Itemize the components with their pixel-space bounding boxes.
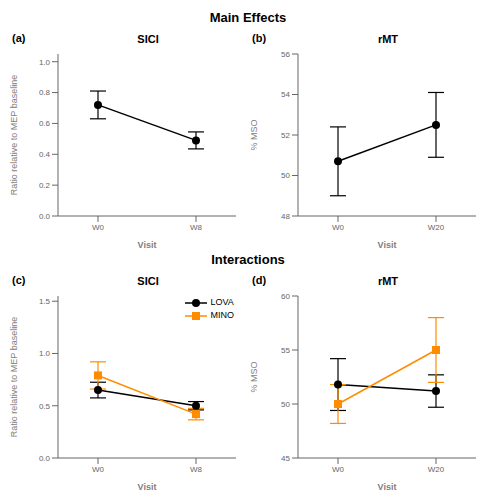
svg-text:0.8: 0.8 bbox=[39, 88, 51, 97]
svg-text:0.5: 0.5 bbox=[39, 402, 51, 411]
html-text:MINO: MINO bbox=[210, 310, 234, 320]
svg-text:W0: W0 bbox=[332, 465, 345, 474]
html-text:SICI: SICI bbox=[137, 275, 159, 287]
svg-text:1.0: 1.0 bbox=[39, 349, 51, 358]
html-text:(a): (a) bbox=[12, 32, 26, 44]
svg-text:Visit: Visit bbox=[378, 482, 397, 492]
svg-text:Visit: Visit bbox=[138, 482, 157, 492]
svg-text:% MSO: % MSO bbox=[249, 119, 259, 150]
svg-text:54: 54 bbox=[281, 90, 290, 99]
svg-text:52: 52 bbox=[281, 131, 290, 140]
html-text:SICI: SICI bbox=[137, 33, 159, 45]
svg-text:W8: W8 bbox=[190, 223, 203, 232]
svg-text:48: 48 bbox=[281, 212, 290, 221]
svg-text:Ratio relative to MEP baseline: Ratio relative to MEP baseline bbox=[9, 75, 19, 195]
svg-text:0.4: 0.4 bbox=[39, 150, 51, 159]
svg-text:W8: W8 bbox=[190, 465, 203, 474]
html-text:rMT: rMT bbox=[377, 33, 399, 45]
svg-text:% MSO: % MSO bbox=[249, 361, 259, 392]
svg-text:1.5: 1.5 bbox=[39, 297, 51, 306]
svg-text:55: 55 bbox=[281, 346, 290, 355]
svg-text:W20: W20 bbox=[428, 465, 445, 474]
svg-text:45: 45 bbox=[281, 454, 290, 463]
svg-text:50: 50 bbox=[281, 171, 290, 180]
svg-text:0.6: 0.6 bbox=[39, 119, 51, 128]
svg-text:W0: W0 bbox=[92, 223, 105, 232]
svg-text:60: 60 bbox=[281, 292, 290, 301]
html-text:(b): (b) bbox=[252, 32, 266, 44]
html-text:rMT: rMT bbox=[377, 275, 399, 287]
svg-text:0.0: 0.0 bbox=[39, 212, 51, 221]
html-text:(d): (d) bbox=[252, 274, 266, 286]
svg-text:1.0: 1.0 bbox=[39, 58, 51, 67]
svg-text:0.0: 0.0 bbox=[39, 454, 51, 463]
svg-text:56: 56 bbox=[281, 50, 290, 59]
svg-text:Ratio relative to MEP baseline: Ratio relative to MEP baseline bbox=[9, 317, 19, 437]
html-text:Interactions: Interactions bbox=[211, 252, 285, 267]
html-text:LOVA: LOVA bbox=[210, 297, 234, 307]
svg-text:0.2: 0.2 bbox=[39, 181, 51, 190]
svg-text:W0: W0 bbox=[92, 465, 105, 474]
svg-text:Visit: Visit bbox=[138, 240, 157, 250]
svg-text:50: 50 bbox=[281, 400, 290, 409]
svg-text:W0: W0 bbox=[332, 223, 345, 232]
html-text:Main Effects: Main Effects bbox=[209, 10, 287, 25]
html-text:(c): (c) bbox=[12, 274, 26, 286]
svg-text:Visit: Visit bbox=[378, 240, 397, 250]
svg-text:W20: W20 bbox=[428, 223, 445, 232]
